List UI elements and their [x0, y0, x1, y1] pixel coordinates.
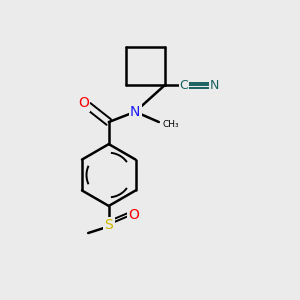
Text: N: N	[130, 105, 140, 119]
Text: O: O	[128, 208, 139, 222]
Text: O: O	[78, 97, 89, 110]
Text: S: S	[104, 218, 113, 232]
Text: C: C	[179, 79, 188, 92]
Text: N: N	[210, 79, 220, 92]
Text: CH₃: CH₃	[162, 120, 179, 129]
